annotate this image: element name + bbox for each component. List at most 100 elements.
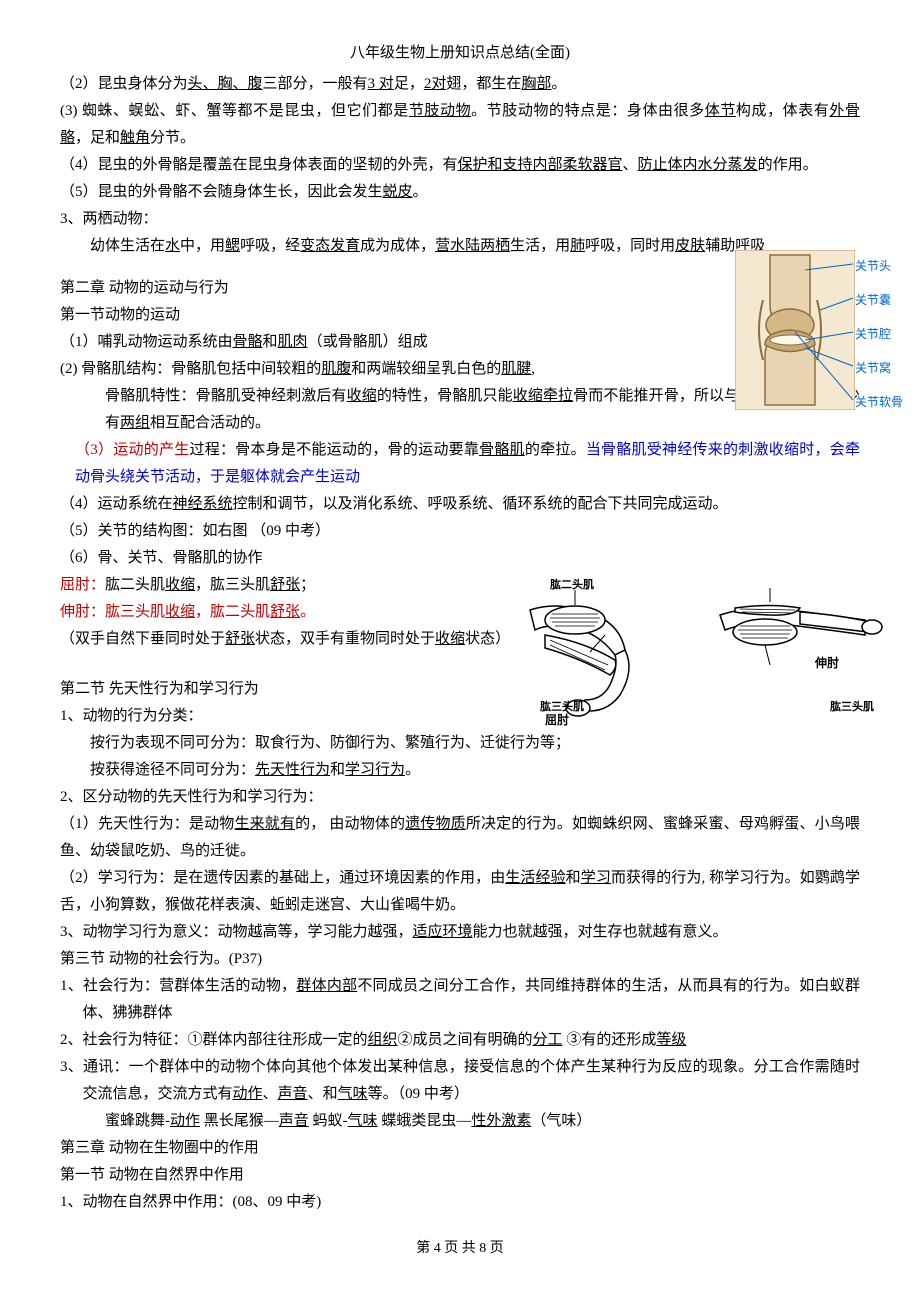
bone-joint-muscle-coop: （6）骨、关节、骨骼肌的协作 xyxy=(60,545,860,572)
text: 按获得途径不同可分为： xyxy=(90,762,255,778)
text: （或骨骼肌）组成 xyxy=(308,334,428,350)
text: ③有的还形成 xyxy=(563,1032,657,1048)
text: 幼体生活在 xyxy=(90,238,165,254)
underline: 营水陆两栖 xyxy=(435,238,510,254)
text: 的特性，骨骼肌只能 xyxy=(377,388,513,404)
text: 等。（09 中考） xyxy=(368,1086,469,1102)
text: （1）先天性行为：是动物 xyxy=(60,816,234,832)
text: 2、社会行为特征：①群体内部往往形成一定的 xyxy=(60,1032,368,1048)
underline: 肌肉 xyxy=(278,334,308,350)
text: 。 xyxy=(405,762,420,778)
text: ，足和 xyxy=(75,130,120,146)
underline: 先天性行为 xyxy=(255,762,330,778)
arm-extension-fig: 伸肘 肱三头肌 xyxy=(700,580,890,730)
underline: 分工 xyxy=(533,1032,563,1048)
joint-structure-ref: （5）关节的结构图：如右图 （09 中考） xyxy=(60,518,860,545)
underline: 适应环境 xyxy=(413,924,473,940)
arthropod-features: (3) 蜘蛛、蜈蚣、虾、蟹等都不是昆虫，但它们都是节肢动物。节肢动物的特点是：身… xyxy=(60,98,860,152)
text: 骨骼肌特性：骨骼肌受神经刺激后有 xyxy=(105,388,347,404)
underline: 性外激素 xyxy=(471,1113,531,1129)
underline: 收缩牵拉 xyxy=(513,388,573,404)
text-red: 。 xyxy=(300,604,315,620)
text: 3、动物学习行为意义：动物越高等，学习能力越强， xyxy=(60,924,413,940)
motion-generation: （3）运动的产生过程：骨本身是不能运动的，骨的运动要靠骨骼肌的牵拉。当骨骼肌受神… xyxy=(60,437,860,491)
amphibian-heading: 3、两栖动物： xyxy=(60,206,860,233)
underline: 群体内部 xyxy=(296,978,357,994)
text-red: （3）运动的产生 xyxy=(75,442,189,458)
underline: 学习行为 xyxy=(345,762,405,778)
text: 、 xyxy=(263,1086,278,1102)
section-3-1-title: 第一节 动物在自然界中作用 xyxy=(60,1162,860,1189)
underline: 收缩 xyxy=(165,577,195,593)
biceps-label: 肱二头肌 xyxy=(550,576,594,596)
underline: 肌腹 xyxy=(321,361,351,377)
text: 。节肢动物的特点是：身体由很多 xyxy=(471,103,705,119)
text: 足， xyxy=(394,76,424,92)
underline: 两组 xyxy=(120,415,150,431)
text: 和 xyxy=(263,334,278,350)
text: 和两端较细呈乳白色的 xyxy=(351,361,501,377)
underline: 肌腱 xyxy=(501,361,531,377)
underline: 保护和支持内部柔软器官 xyxy=(458,157,623,173)
joint-label-head: 关节头 xyxy=(855,256,891,278)
underline: 舒张 xyxy=(225,631,255,647)
text: 、 xyxy=(623,157,638,173)
underline: 2对 xyxy=(424,76,447,92)
underline: 变态发育 xyxy=(300,238,360,254)
text: 和 xyxy=(566,870,581,886)
joint-label-cavity: 关节腔 xyxy=(855,324,891,346)
underline: 气味 xyxy=(348,1113,378,1129)
text: 。 xyxy=(551,76,566,92)
text: 的作用。 xyxy=(758,157,818,173)
nervous-system-control: （4）运动系统在神经系统控制和调节，以及消化系统、呼吸系统、循环系统的配合下共同… xyxy=(60,491,860,518)
text: 、和 xyxy=(308,1086,338,1102)
behavior-by-acquisition: 按获得途径不同可分为：先天性行为和学习行为。 xyxy=(60,757,860,784)
text: （双手自然下垂同时处于 xyxy=(60,631,225,647)
underline: 防止体内水分蒸发 xyxy=(638,157,758,173)
text: 构成，体表有 xyxy=(736,103,829,119)
text: （气味） xyxy=(531,1113,591,1129)
text: 相互配合活动的。 xyxy=(150,415,270,431)
section-2-3-title: 第三节 动物的社会行为。(P37) xyxy=(60,946,860,973)
molting: （5）昆虫的外骨骼不会随身体生长，因此会发生蜕皮。 xyxy=(60,179,860,206)
text: 三部分，一般有 xyxy=(263,76,368,92)
text: 控制和调节，以及消化系统、呼吸系统、循环系统的配合下共同完成运动。 xyxy=(233,496,728,512)
text: （5）昆虫的外骨骼不会随身体生长，因此会发生 xyxy=(60,184,383,200)
extension-label: 伸肘 xyxy=(815,653,839,675)
underline-red: 舒张 xyxy=(270,604,300,620)
text: 过程：骨本身是不能运动的，骨的运动要靠 xyxy=(189,442,479,458)
underline: 头、胸、腹 xyxy=(188,76,263,92)
underline: 收缩 xyxy=(435,631,465,647)
social-behavior-features: 2、社会行为特征：①群体内部往往形成一定的组织②成员之间有明确的分工 ③有的还形… xyxy=(60,1027,860,1054)
underline: 舒张 xyxy=(270,577,300,593)
text: 中，用 xyxy=(180,238,225,254)
underline: 生来就有 xyxy=(234,816,295,832)
text: 分节。 xyxy=(150,130,195,146)
underline: 水 xyxy=(165,238,180,254)
underline: 胸部 xyxy=(521,76,551,92)
text: 蚂蚁- xyxy=(309,1113,348,1129)
underline: 神经系统 xyxy=(173,496,233,512)
underline: 节肢动物 xyxy=(409,103,471,119)
underline: 动作 xyxy=(170,1113,200,1129)
underline: 遗传物质 xyxy=(405,816,466,832)
text: （1）哺乳动物运动系统由 xyxy=(60,334,233,350)
text: 的牵拉。 xyxy=(525,442,586,458)
text: 状态，双手有重物同时处于 xyxy=(255,631,435,647)
text: 蜜蜂跳舞- xyxy=(105,1113,170,1129)
text: （2）学习行为：是在遗传因素的基础上，通过环境因素的作用，由 xyxy=(60,870,505,886)
insect-body-parts: （2）昆虫身体分为头、胸、腹三部分，一般有3 对足，2对翅，都生在胸部。 xyxy=(60,71,860,98)
text-red: 伸肘：肱三头肌 xyxy=(60,604,165,620)
underline-red: 收缩 xyxy=(165,604,195,620)
joint-illustration xyxy=(735,250,855,410)
page-title: 八年级生物上册知识点总结(全面) xyxy=(60,40,860,67)
learning-significance: 3、动物学习行为意义：动物越高等，学习能力越强，适应环境能力也就越强，对生存也就… xyxy=(60,919,860,946)
underline: 蜕皮 xyxy=(383,184,413,200)
underline: 3 对 xyxy=(368,76,394,92)
text: 的， 由动物体的 xyxy=(295,816,405,832)
triceps-label: 肱三头肌 xyxy=(540,698,584,718)
exoskeleton-function: （4）昆虫的外骨骼是覆盖在昆虫身体表面的坚韧的外壳，有保护和支持内部柔软器官、防… xyxy=(60,152,860,179)
page-footer: 第 4 页 共 8 页 xyxy=(60,1236,860,1261)
underline: 体节 xyxy=(705,103,736,119)
underline: 肺 xyxy=(570,238,585,254)
